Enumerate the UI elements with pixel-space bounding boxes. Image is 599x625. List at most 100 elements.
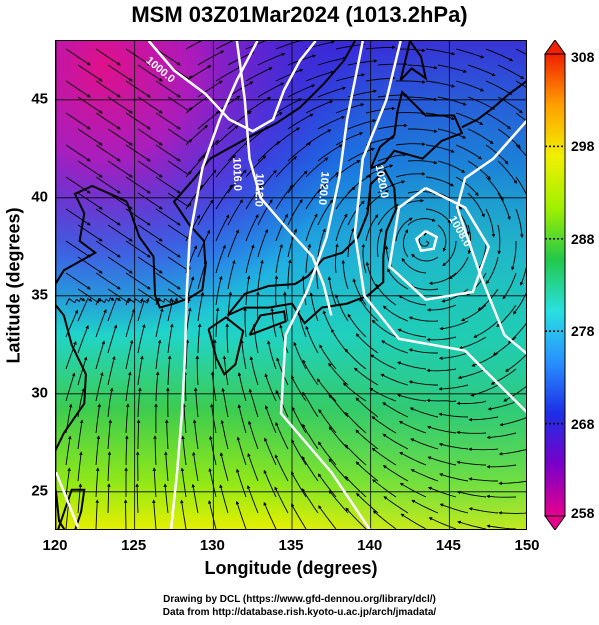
streamline	[275, 98, 302, 114]
streamline	[302, 423, 319, 450]
streamline	[107, 355, 116, 386]
streamline	[317, 86, 347, 98]
streamline	[65, 272, 91, 290]
streamline	[180, 467, 187, 498]
streamline	[180, 499, 187, 529]
streamline	[155, 112, 181, 130]
streamline	[485, 112, 512, 130]
streamline	[455, 48, 485, 59]
streamline	[485, 80, 513, 95]
streamline	[408, 284, 439, 291]
streamline	[136, 419, 141, 449]
streamline	[486, 464, 517, 469]
streamline	[137, 64, 163, 82]
streamline	[155, 48, 181, 66]
streamline	[287, 170, 308, 194]
streamline	[275, 41, 305, 50]
streamline	[400, 513, 427, 529]
x-tick-label: 135	[278, 537, 304, 554]
streamline	[485, 48, 514, 62]
streamline	[215, 275, 223, 306]
streamline	[227, 169, 247, 194]
streamline	[425, 208, 451, 224]
isobar-label: 1012.0	[252, 173, 265, 207]
x-axis-label: Longitude (degrees)	[204, 558, 378, 578]
streamline	[107, 160, 133, 178]
streamline	[382, 433, 409, 450]
streamline	[215, 41, 234, 50]
streamline	[381, 340, 409, 354]
streamline	[95, 272, 121, 290]
streamline	[335, 132, 364, 146]
streamline	[243, 307, 247, 338]
streamline	[369, 387, 397, 402]
streamline	[478, 240, 487, 270]
streamline	[395, 172, 426, 178]
streamline	[335, 42, 366, 50]
streamline	[410, 438, 439, 450]
streamline	[245, 41, 267, 50]
streamline	[219, 452, 229, 482]
streamline	[468, 477, 498, 482]
streamline	[77, 451, 83, 482]
streamline	[264, 405, 277, 434]
streamline	[372, 479, 397, 498]
streamline	[456, 490, 487, 498]
colorbar-tick-label: 278	[571, 323, 595, 340]
streamline	[290, 471, 307, 498]
streamline	[468, 447, 499, 452]
streamline	[257, 169, 277, 194]
streamline	[107, 419, 112, 450]
streamline	[497, 224, 501, 255]
streamline	[426, 336, 457, 342]
streamline	[428, 272, 457, 286]
x-tick-label: 130	[199, 537, 225, 554]
streamline	[125, 112, 151, 130]
streamline	[275, 213, 288, 242]
streamline	[185, 154, 206, 178]
streamline	[208, 467, 217, 498]
streamline	[279, 324, 289, 354]
streamline	[486, 494, 517, 499]
streamline	[347, 200, 365, 226]
streamline	[291, 439, 307, 466]
streamline	[498, 511, 526, 515]
streamline	[328, 362, 349, 386]
streamline	[355, 333, 379, 354]
wind-streamlines	[65, 41, 526, 529]
streamline	[107, 64, 133, 82]
streamline	[344, 444, 367, 466]
streamline	[437, 128, 467, 139]
streamline	[457, 368, 487, 380]
streamline	[137, 192, 163, 210]
streamline	[125, 80, 151, 98]
streamline	[467, 64, 496, 77]
streamline	[370, 354, 397, 370]
streamline	[371, 319, 397, 338]
streamline	[95, 48, 121, 66]
streamline	[382, 465, 409, 482]
streamline	[437, 224, 447, 252]
streamline	[245, 67, 273, 82]
streamline	[410, 469, 439, 482]
streamline	[257, 199, 273, 226]
streamline	[197, 291, 205, 322]
streamline	[467, 128, 494, 145]
x-tick-label: 120	[42, 537, 68, 554]
streamline	[342, 382, 367, 402]
streamline	[335, 73, 366, 82]
colorbar-tick-label: 268	[571, 415, 595, 432]
streamline	[508, 323, 526, 344]
streamline	[426, 425, 457, 434]
isobar-label: 1016.0	[230, 157, 243, 191]
streamline	[275, 68, 304, 82]
streamline	[227, 259, 236, 290]
streamline	[167, 323, 174, 354]
streamline	[77, 419, 84, 450]
streamline	[291, 503, 307, 529]
streamline	[245, 275, 251, 306]
streamline	[407, 218, 436, 226]
streamline	[407, 64, 438, 70]
streamline	[438, 442, 469, 450]
streamline	[77, 64, 103, 82]
